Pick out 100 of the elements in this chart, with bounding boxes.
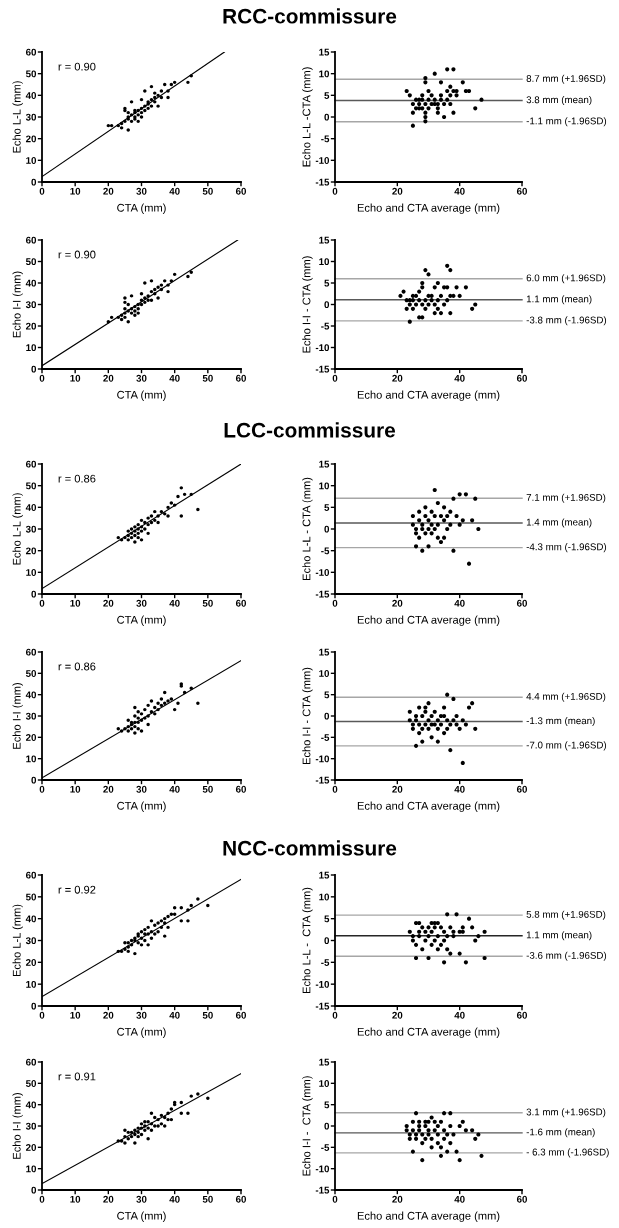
point <box>438 293 444 298</box>
point <box>420 925 425 930</box>
point <box>410 123 415 128</box>
point <box>133 951 137 956</box>
point <box>429 1136 434 1141</box>
y-tick-label: -10 <box>315 344 330 352</box>
x-tick-label: 20 <box>103 1195 114 1203</box>
x-tick-label: 20 <box>103 187 114 195</box>
point <box>133 1132 137 1137</box>
text: RCC-commissure <box>223 8 397 24</box>
ref-line-label: 8.7 mm (+1.96SD) <box>526 74 606 84</box>
point <box>169 82 174 87</box>
y-tick-label: 60 <box>25 871 37 879</box>
point <box>451 934 456 939</box>
point <box>163 934 167 938</box>
point <box>454 722 459 727</box>
point <box>448 925 453 930</box>
point <box>126 128 130 132</box>
point <box>404 306 409 311</box>
point <box>457 293 462 298</box>
point <box>129 307 134 311</box>
y-tick-label: -10 <box>315 1165 330 1173</box>
point <box>460 1119 465 1124</box>
ref-line-label: -3.8 mm (-1.96SD) <box>526 316 607 326</box>
point <box>442 505 447 510</box>
point <box>129 113 134 117</box>
point <box>126 945 130 949</box>
x-tick-label: 40 <box>454 785 465 793</box>
x-tick-label: 20 <box>392 599 403 607</box>
point <box>146 294 150 298</box>
point <box>482 955 487 961</box>
point <box>143 938 147 943</box>
point <box>410 938 415 943</box>
y-tick-label: 10 <box>319 70 330 78</box>
point <box>448 101 453 107</box>
point <box>410 934 415 939</box>
y-tick-label: 10 <box>26 157 37 164</box>
y-tick-label: 0 <box>324 937 330 945</box>
point <box>136 1130 140 1135</box>
annotation: r = 0.86 <box>58 662 96 671</box>
point <box>438 97 444 102</box>
y-tick-label: -15 <box>315 1002 330 1010</box>
point <box>438 1153 444 1158</box>
point <box>133 731 137 735</box>
point <box>445 1149 450 1154</box>
point <box>407 718 412 723</box>
point <box>133 714 137 718</box>
point <box>423 709 428 714</box>
point <box>139 292 144 296</box>
point <box>116 949 120 954</box>
point <box>139 936 144 941</box>
point <box>442 730 447 736</box>
y-tick-label: 30 <box>25 525 37 533</box>
point <box>445 97 450 102</box>
point <box>136 302 140 307</box>
point <box>417 518 422 523</box>
point <box>432 285 437 290</box>
point <box>429 93 434 98</box>
point <box>172 80 177 85</box>
y-tick-label: 40 <box>25 691 37 699</box>
y-tick-label: 10 <box>319 258 330 266</box>
point <box>179 1100 183 1105</box>
y-tick-label: 0 <box>31 365 37 373</box>
point <box>438 1145 444 1150</box>
point <box>432 97 437 102</box>
point <box>143 281 147 285</box>
point <box>407 93 412 98</box>
point <box>420 1140 425 1146</box>
point <box>413 718 419 723</box>
point <box>119 949 124 954</box>
point <box>413 942 419 947</box>
x-tick-label: 40 <box>454 599 465 607</box>
point <box>423 531 428 536</box>
x-tick-label: 40 <box>169 785 180 793</box>
ref-line-label: 5.8 mm (+1.96SD) <box>526 910 606 920</box>
point <box>448 1140 453 1146</box>
y-tick-label: 40 <box>25 504 37 511</box>
y-tick-label: 10 <box>26 569 37 576</box>
point <box>119 121 124 126</box>
point <box>133 705 137 710</box>
point <box>189 1094 193 1098</box>
y-tick-label: 20 <box>25 547 37 555</box>
y-axis-title: Echo L-L - CTA (mm) <box>302 477 313 580</box>
point <box>163 279 167 283</box>
point <box>417 929 422 934</box>
point <box>451 1132 456 1137</box>
point <box>153 1124 157 1128</box>
x-axis-title: Echo and CTA average (mm) <box>357 390 500 401</box>
x-tick-label: 30 <box>136 187 147 195</box>
y-tick-label: 50 <box>25 258 37 266</box>
point <box>438 93 444 98</box>
point <box>445 718 450 723</box>
y-tick-label: -15 <box>315 1186 330 1194</box>
y-tick-label: 30 <box>25 301 37 309</box>
point <box>423 298 428 303</box>
point <box>438 722 444 727</box>
point <box>116 315 120 320</box>
y-tick-label: 5 <box>324 92 330 99</box>
y-tick-label: 50 <box>25 1080 37 1087</box>
point <box>435 1123 440 1129</box>
